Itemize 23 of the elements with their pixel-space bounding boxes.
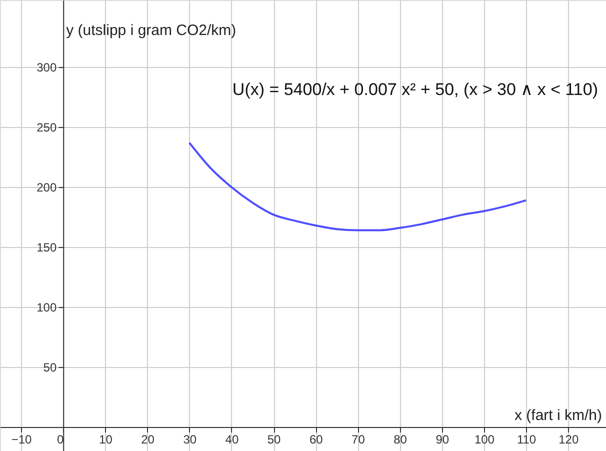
y-tick-label: 50 bbox=[43, 360, 57, 375]
y-axis-title: y (utslipp i gram CO2/km) bbox=[66, 22, 236, 39]
line-series bbox=[188, 142, 528, 232]
x-tick-label: 100 bbox=[474, 432, 495, 447]
x-tick-label: 20 bbox=[141, 432, 155, 447]
x-tick-label: 110 bbox=[516, 432, 536, 447]
x-tick-label: 90 bbox=[436, 432, 450, 447]
x-axis-title: x (fart i km/h) bbox=[514, 407, 602, 424]
x-tick-label: 70 bbox=[352, 432, 366, 447]
x-tick-label: 50 bbox=[267, 432, 282, 447]
annotation: U(x) = 5400/x + 0.007 x² + 50, (x > 30 ∧ x < 110) bbox=[232, 80, 598, 99]
x-tick-label: 30 bbox=[183, 432, 197, 447]
y-tick-label: 200 bbox=[36, 180, 57, 195]
y-tick-label: 150 bbox=[36, 240, 57, 255]
y-tick-label: 250 bbox=[36, 120, 57, 135]
x-tick-label: 60 bbox=[309, 432, 324, 447]
x-tick-label: 40 bbox=[225, 432, 239, 447]
y-tick-label: 300 bbox=[36, 60, 57, 75]
x-tick-label: 120 bbox=[558, 432, 579, 447]
x-tick-label: 80 bbox=[394, 432, 408, 447]
x-tick-label: −10 bbox=[11, 432, 32, 447]
y-tick-label: 100 bbox=[36, 300, 57, 315]
x-tick-label: 10 bbox=[99, 432, 113, 447]
